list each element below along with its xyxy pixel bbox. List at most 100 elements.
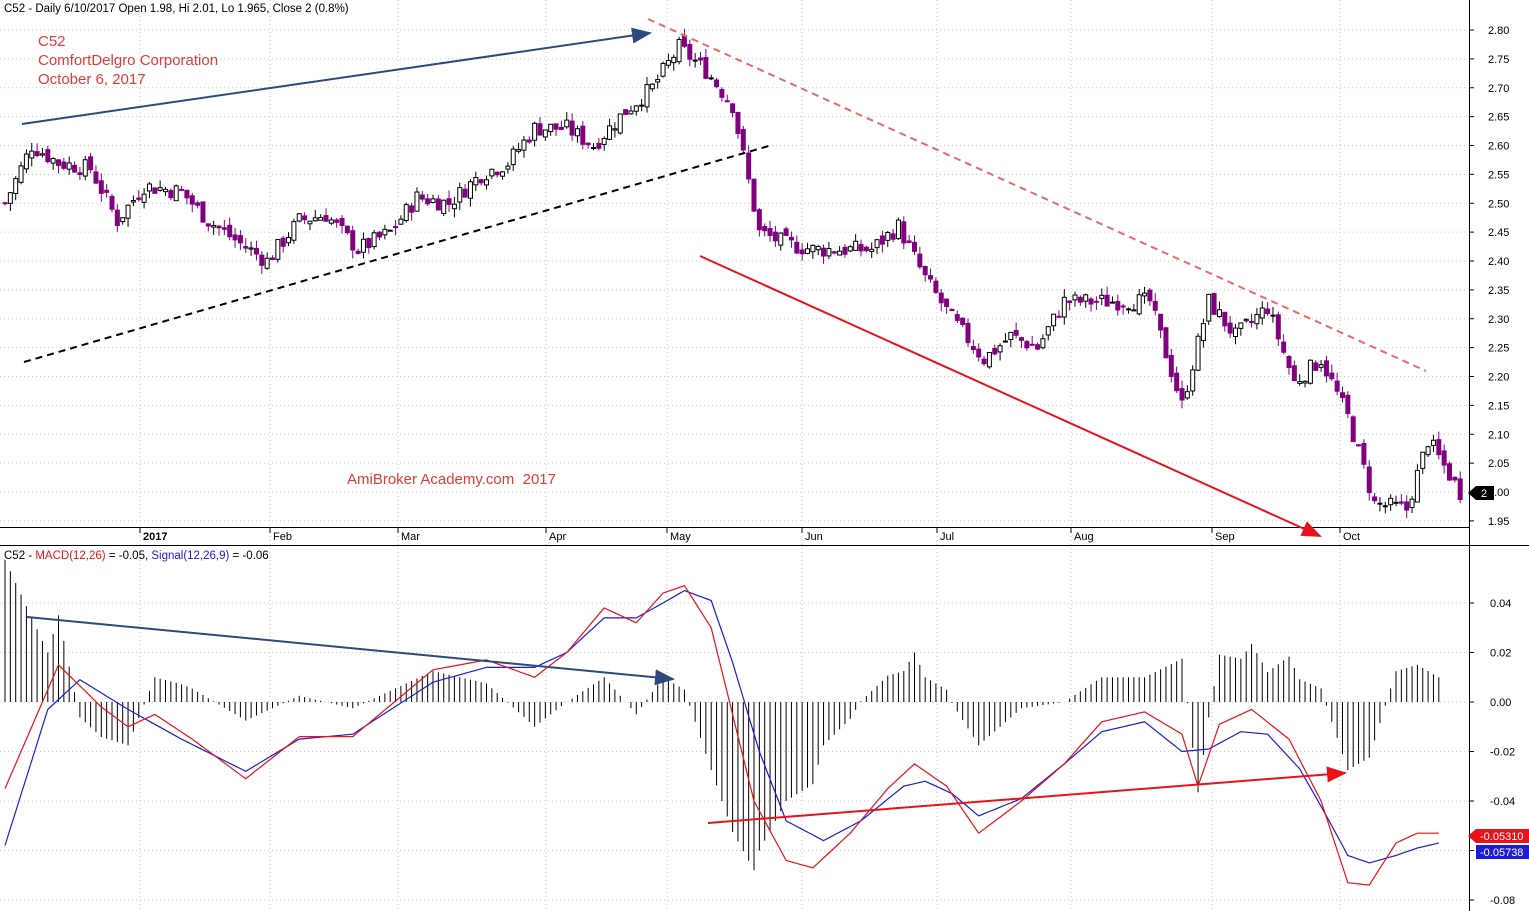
svg-text:-0.05738: -0.05738	[1480, 847, 1523, 859]
price-tick-label: 2.55	[1488, 169, 1509, 181]
candle	[446, 190, 452, 212]
candle	[382, 224, 388, 240]
candle	[307, 220, 313, 231]
macd-line	[4, 584, 1439, 886]
candle	[29, 142, 35, 167]
candle	[746, 145, 752, 184]
candle	[1254, 307, 1260, 330]
candle	[1409, 496, 1415, 513]
candle	[516, 142, 522, 154]
candle	[334, 218, 340, 228]
candle	[596, 138, 602, 151]
candle	[414, 187, 420, 212]
price-candles	[2, 28, 1463, 519]
candle	[1008, 331, 1014, 348]
candle	[1372, 492, 1378, 504]
candle	[237, 230, 243, 251]
candle	[1361, 439, 1367, 469]
candle	[1302, 380, 1308, 388]
candle	[772, 225, 778, 247]
candle	[1425, 445, 1431, 457]
candle	[1136, 288, 1142, 316]
candle	[730, 103, 736, 118]
price-tick-label: 2.10	[1488, 429, 1509, 441]
candle	[692, 53, 698, 68]
price-tick-label: 2.20	[1488, 372, 1509, 384]
candle	[393, 220, 399, 236]
candle	[1366, 460, 1372, 501]
candle	[708, 74, 714, 81]
candle	[328, 216, 334, 226]
candle	[1233, 323, 1238, 345]
candle	[280, 236, 286, 253]
candle	[783, 226, 789, 236]
candle	[146, 181, 152, 199]
last-price-tag: 2	[1468, 486, 1494, 500]
candle	[553, 123, 559, 136]
candle	[1088, 296, 1094, 312]
macd-value-tag: -0.05310	[1468, 829, 1529, 843]
candle	[125, 204, 131, 227]
macd-tick-label: 0.02	[1490, 648, 1511, 660]
macd-lines	[4, 584, 1439, 886]
candle	[88, 152, 94, 174]
candle	[494, 171, 500, 178]
candle	[66, 156, 72, 175]
candle	[1404, 495, 1410, 519]
candle	[109, 193, 115, 213]
candle	[291, 218, 297, 244]
candle	[355, 248, 361, 255]
candle	[232, 228, 238, 248]
price-tick-label: 2.75	[1488, 54, 1509, 66]
candle	[858, 239, 864, 257]
price-tick-label: 2.30	[1488, 314, 1509, 326]
candle	[960, 317, 966, 328]
candle	[1270, 307, 1276, 323]
candle	[61, 157, 67, 171]
candle	[1382, 501, 1388, 514]
candle	[949, 308, 955, 312]
candle	[681, 28, 687, 49]
candle	[885, 230, 891, 247]
candle	[1104, 286, 1110, 307]
candle	[1447, 461, 1452, 482]
candle	[655, 74, 661, 89]
price-tick-label: 2.80	[1488, 25, 1509, 37]
candle	[735, 111, 741, 139]
candle	[93, 165, 99, 185]
candle	[350, 225, 356, 259]
candle	[1045, 325, 1051, 341]
candle	[756, 208, 762, 237]
candle	[1238, 322, 1244, 336]
candle	[200, 201, 206, 223]
candle	[1115, 294, 1121, 316]
candle	[157, 180, 163, 192]
candle	[537, 117, 543, 136]
candle	[312, 210, 318, 222]
candle	[585, 142, 591, 149]
candle	[1377, 497, 1383, 512]
svg-text:2: 2	[1481, 488, 1487, 500]
date-tick-label: May	[670, 531, 691, 543]
candle	[938, 289, 944, 311]
candle	[607, 118, 613, 141]
date-tick-label: 2017	[143, 531, 167, 543]
candle	[7, 192, 13, 211]
candle	[216, 225, 222, 236]
candle	[564, 112, 570, 129]
svg-text:-0.05310: -0.05310	[1480, 831, 1523, 843]
annotation-company: ComfortDelgro Corporation	[38, 52, 218, 69]
signal-line	[4, 589, 1439, 864]
candle	[837, 246, 843, 256]
candle	[922, 265, 928, 282]
candle	[163, 186, 168, 196]
candle	[1184, 385, 1190, 400]
candle	[264, 252, 270, 270]
candle	[360, 232, 366, 259]
candle	[211, 220, 217, 235]
candle	[869, 242, 875, 259]
candle	[1174, 366, 1180, 393]
candle	[788, 231, 794, 248]
candle	[82, 155, 88, 181]
